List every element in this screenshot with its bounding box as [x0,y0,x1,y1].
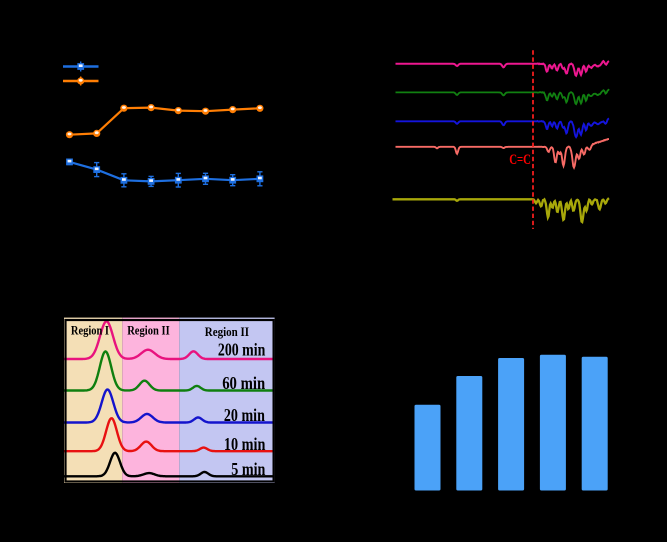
svg-text:C=C: C=C [509,152,531,168]
svg-text:20 min: 20 min [224,405,265,425]
svg-text:10 min: 10 min [224,434,266,454]
svg-text:Region II: Region II [127,324,170,338]
svg-text:5 min: 5 min [231,459,265,479]
svg-text:60 min: 60 min [222,373,265,393]
svg-text:Region II: Region II [205,325,249,339]
svg-text:Region I: Region I [71,324,109,338]
svg-text:200 min: 200 min [218,339,266,359]
